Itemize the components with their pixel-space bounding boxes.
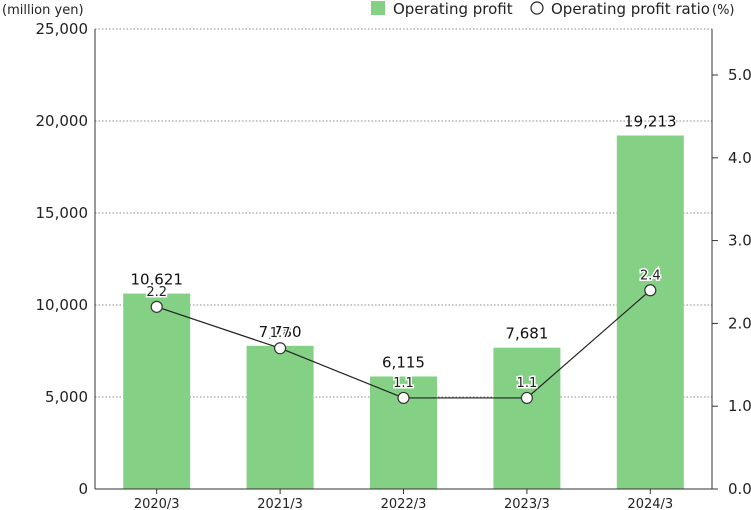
bar-value-labels: 10,621 7,780 6,115 7,681 19,213 [130, 112, 676, 371]
bar-value-label: 10,621 [130, 271, 183, 289]
left-axis-unit: (million yen) [2, 3, 84, 18]
left-axis-ticks: 0 5,000 10,000 15,000 20,000 25,000 [36, 20, 89, 498]
left-tick-label: 15,000 [36, 204, 89, 222]
right-tick-label: 5.0 [728, 66, 751, 84]
ratio-line: 2.2 1.7 1.1 1.1 2.4 [145, 267, 662, 405]
bar [123, 293, 191, 489]
ratio-value-label: 2.2 [146, 285, 167, 300]
left-tick-label: 5,000 [45, 388, 88, 406]
x-tick-label: 2020/3 [134, 497, 180, 510]
ratio-point [274, 342, 287, 355]
x-tick-label: 2022/3 [381, 497, 427, 510]
x-tick-label: 2021/3 [257, 497, 303, 510]
ratio-value-label: 1.7 [270, 326, 291, 341]
legend-ratio-marker [530, 1, 544, 15]
right-tick-label: 2.0 [728, 314, 751, 332]
right-tick-label: 0.0 [728, 480, 751, 498]
legend-operating-profit: Operating profit [393, 0, 513, 18]
bar-value-label: 6,115 [382, 353, 425, 371]
left-tick-label: 0 [78, 480, 88, 498]
bar-value-label: 7,681 [505, 325, 548, 343]
legend-bar-swatch [371, 1, 385, 15]
left-tick-label: 20,000 [36, 112, 89, 130]
ratio-point [644, 284, 657, 297]
ratio-point [397, 391, 410, 405]
right-tick-label: 3.0 [728, 232, 751, 250]
legend-operating-profit-ratio: Operating profit ratio [551, 0, 710, 18]
bar [493, 347, 561, 489]
x-tick-label: 2024/3 [627, 497, 673, 510]
ratio-value-label: 2.4 [640, 268, 661, 283]
ratio-point [150, 300, 163, 313]
x-axis-ticks: 2020/3 2021/3 2022/3 2023/3 2024/3 [134, 489, 673, 510]
right-axis-ticks: 0.0 1.0 2.0 3.0 4.0 5.0 [712, 66, 751, 498]
x-tick-label: 2023/3 [504, 497, 550, 510]
right-axis-unit: (%) [712, 3, 735, 18]
bar [246, 345, 314, 489]
bar-value-label: 7,780 [259, 323, 302, 341]
legend: Operating profit Operating profit ratio [371, 0, 710, 18]
bar-value-label: 19,213 [624, 112, 677, 130]
left-tick-label: 10,000 [36, 296, 89, 314]
bar [616, 135, 684, 489]
right-tick-label: 4.0 [728, 149, 751, 167]
ratio-value-label: 1.1 [393, 376, 414, 391]
right-tick-label: 1.0 [728, 397, 751, 415]
left-tick-label: 25,000 [36, 20, 89, 38]
ratio-value-label: 1.1 [517, 376, 538, 391]
ratio-point [520, 391, 534, 405]
bars [123, 135, 684, 489]
